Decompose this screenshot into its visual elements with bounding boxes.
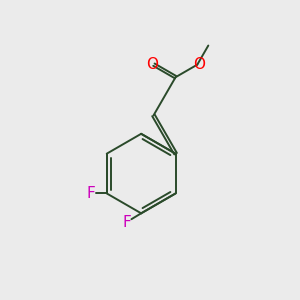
Text: O: O [146,57,158,72]
Text: F: F [122,214,131,230]
Text: F: F [86,186,95,201]
Text: O: O [193,57,205,72]
